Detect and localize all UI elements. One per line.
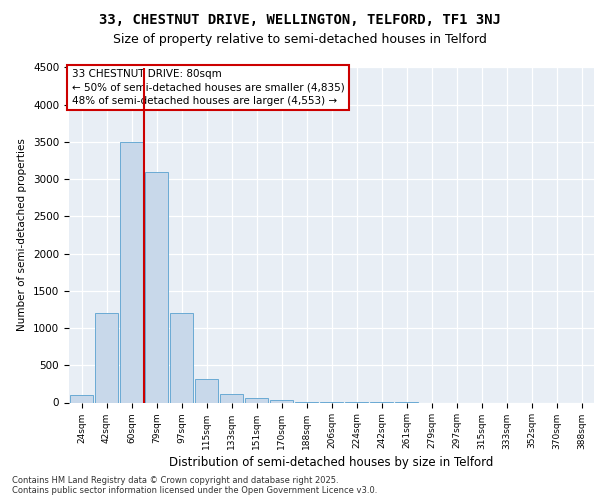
Bar: [119, 142, 143, 403]
X-axis label: Distribution of semi-detached houses by size in Telford: Distribution of semi-detached houses by …: [169, 456, 494, 468]
Bar: [269, 400, 293, 402]
Bar: [170, 313, 193, 402]
Bar: [70, 395, 94, 402]
Text: Contains HM Land Registry data © Crown copyright and database right 2025.
Contai: Contains HM Land Registry data © Crown c…: [12, 476, 377, 495]
Bar: [245, 398, 268, 402]
Bar: [95, 313, 118, 402]
Text: Size of property relative to semi-detached houses in Telford: Size of property relative to semi-detach…: [113, 32, 487, 46]
Y-axis label: Number of semi-detached properties: Number of semi-detached properties: [17, 138, 28, 332]
Text: 33 CHESTNUT DRIVE: 80sqm
← 50% of semi-detached houses are smaller (4,835)
48% o: 33 CHESTNUT DRIVE: 80sqm ← 50% of semi-d…: [71, 69, 344, 106]
Bar: [145, 172, 169, 402]
Bar: [194, 378, 218, 402]
Bar: [220, 394, 244, 402]
Text: 33, CHESTNUT DRIVE, WELLINGTON, TELFORD, TF1 3NJ: 33, CHESTNUT DRIVE, WELLINGTON, TELFORD,…: [99, 12, 501, 26]
